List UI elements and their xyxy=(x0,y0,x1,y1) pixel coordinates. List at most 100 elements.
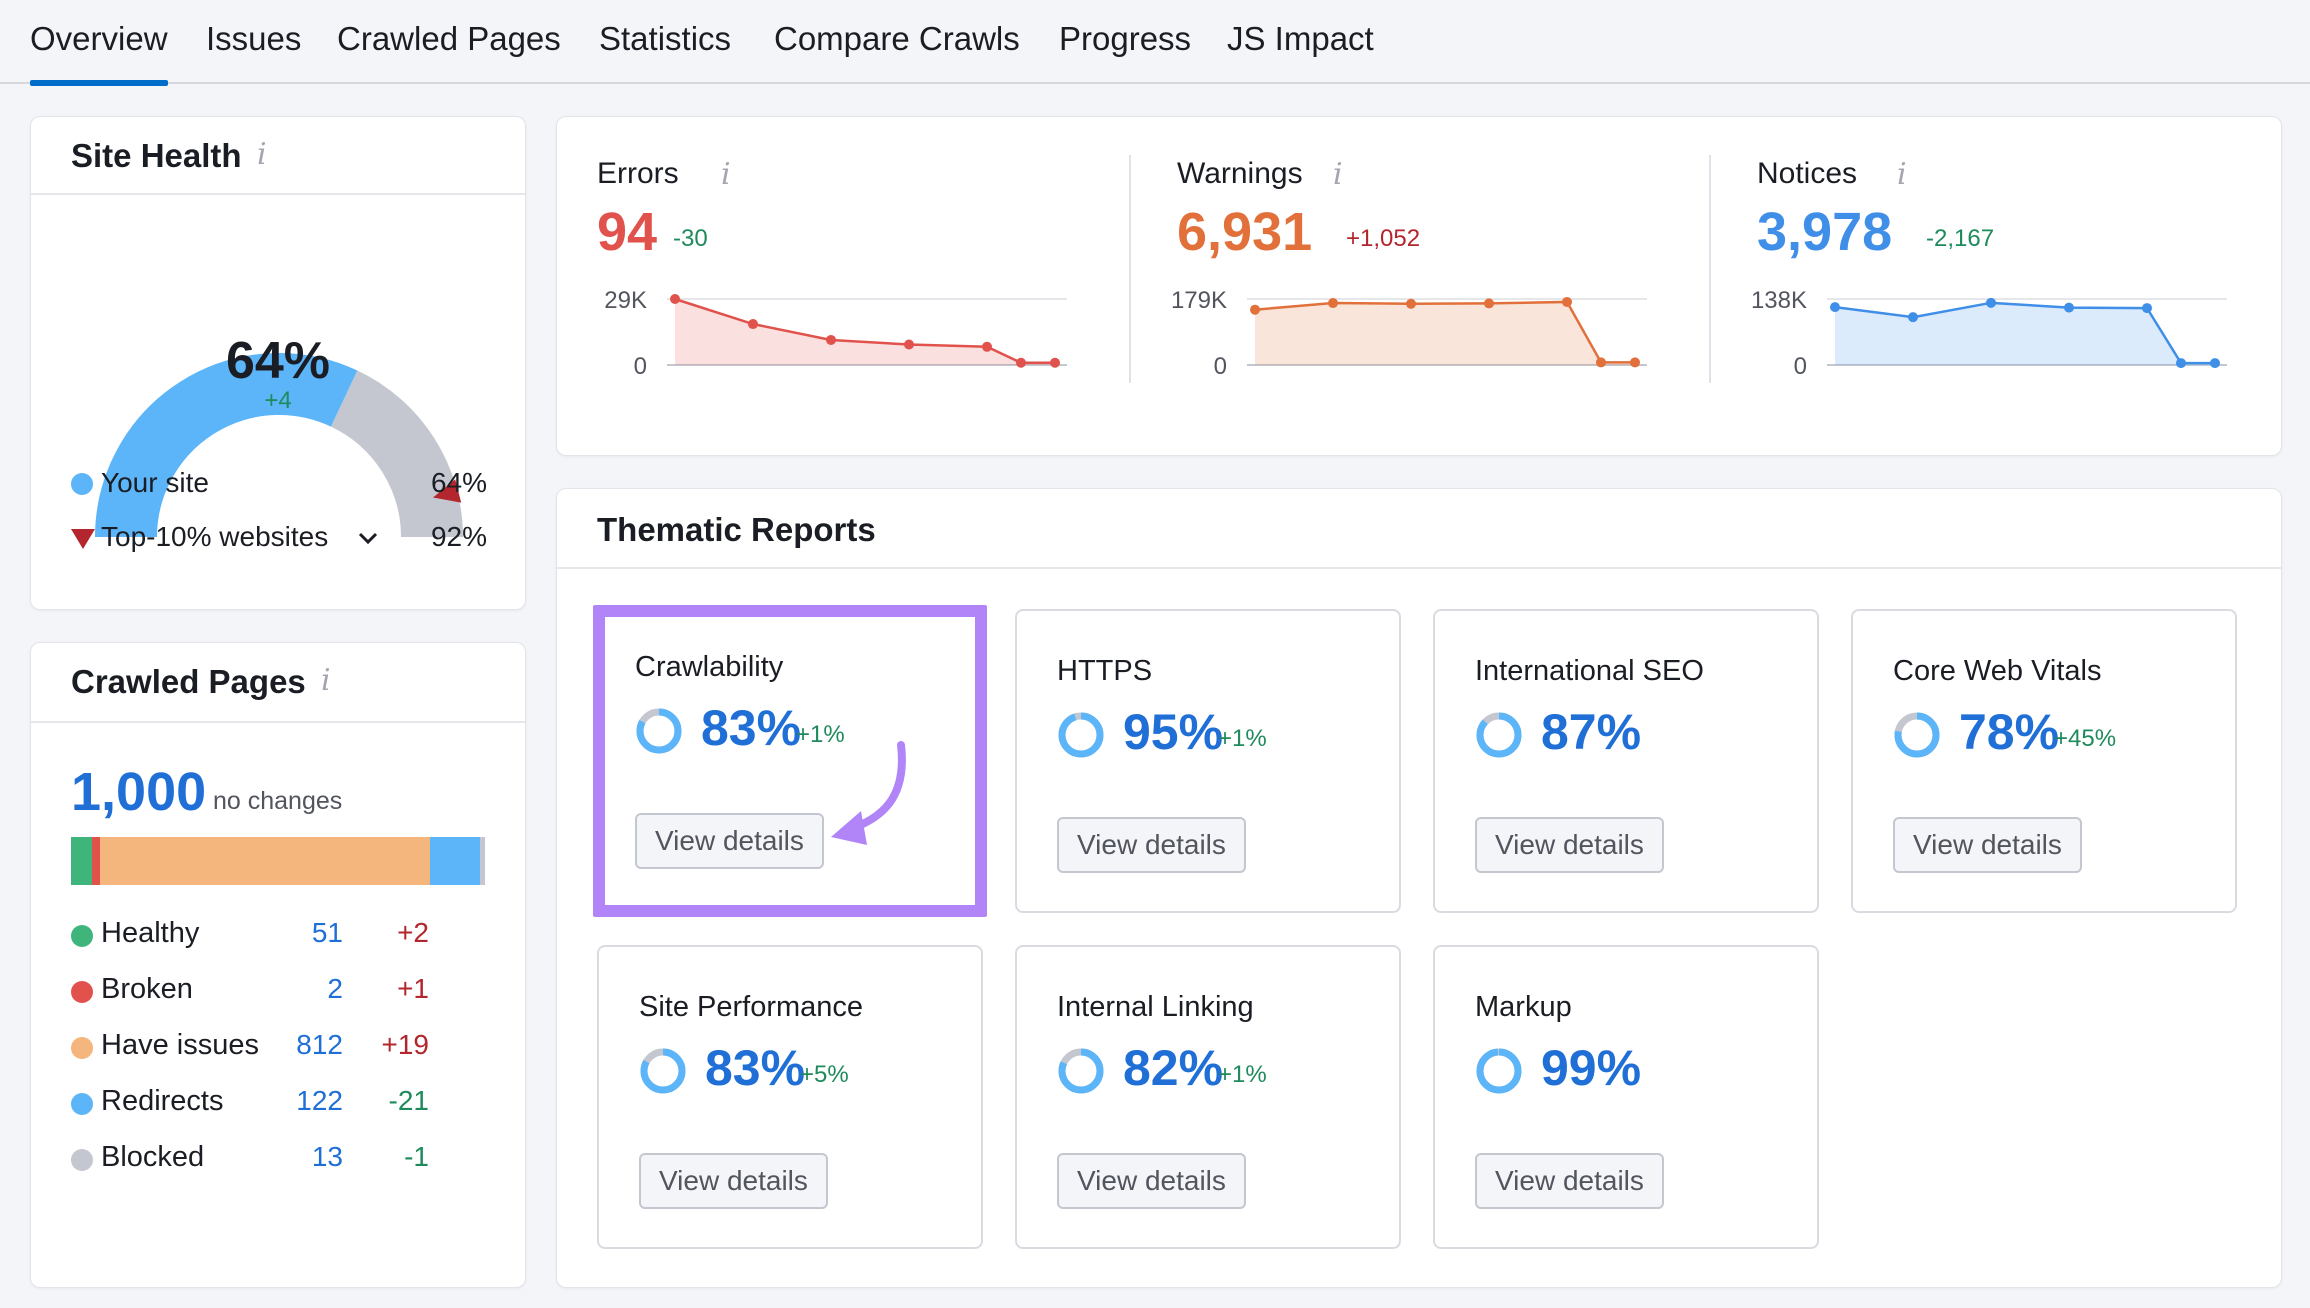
report-tile-core-web-vitals[interactable]: Core Web Vitals 78% +45% View details xyxy=(1851,609,2237,913)
info-icon[interactable]: i xyxy=(721,157,731,192)
divider xyxy=(557,567,2281,569)
errors-point[interactable] xyxy=(904,339,914,350)
bar-segment-broken[interactable] xyxy=(91,837,100,885)
errors-point[interactable] xyxy=(1016,357,1026,368)
legend-your-site-value: 64% xyxy=(430,467,487,498)
report-score: 95% xyxy=(1123,704,1224,760)
warnings-value[interactable]: 6,931 xyxy=(1177,202,1313,262)
notices-point[interactable] xyxy=(1986,297,1996,308)
warnings-point[interactable] xyxy=(1406,298,1416,309)
report-tile-markup[interactable]: Markup 99% View details xyxy=(1433,945,1819,1249)
info-icon[interactable]: i xyxy=(257,137,267,172)
view-details-button[interactable]: View details xyxy=(1893,817,2082,873)
tab-issues[interactable]: Issues xyxy=(206,20,302,57)
tab-crawled-pages[interactable]: Crawled Pages xyxy=(337,20,561,57)
info-icon[interactable]: i xyxy=(321,663,331,698)
notices-point[interactable] xyxy=(1830,302,1840,313)
notices-point[interactable] xyxy=(1908,312,1918,323)
blocked-delta: -1 xyxy=(404,1141,429,1172)
bar-segment-healthy[interactable] xyxy=(71,837,92,885)
errors-value[interactable]: 94 xyxy=(597,202,658,262)
crawled-pages-total[interactable]: 1,000 xyxy=(71,762,207,822)
score-ring-icon xyxy=(636,708,682,754)
broken-dot-icon xyxy=(71,981,93,1003)
chevron-down-icon[interactable] xyxy=(357,531,379,547)
legend-top10-label[interactable]: Top-10% websites xyxy=(101,521,329,552)
report-delta: +1% xyxy=(1218,725,1267,752)
warnings-point[interactable] xyxy=(1484,298,1494,309)
blocked-count[interactable]: 13 xyxy=(311,1141,343,1172)
redirects-count[interactable]: 122 xyxy=(296,1085,343,1116)
view-details-button[interactable]: View details xyxy=(1475,817,1664,873)
errors-y-top-label: 29K xyxy=(604,287,647,314)
gauge-score-arc xyxy=(95,353,358,538)
errors-point[interactable] xyxy=(748,319,758,330)
broken-label: Broken xyxy=(101,973,193,1005)
report-tile-international-seo[interactable]: International SEO 87% View details xyxy=(1433,609,1819,913)
redirects-label: Redirects xyxy=(101,1085,224,1117)
notices-point[interactable] xyxy=(2210,358,2220,369)
view-details-button[interactable]: View details xyxy=(1057,1153,1246,1209)
have-issues-dot-icon xyxy=(71,1037,93,1059)
view-details-button[interactable]: View details xyxy=(635,813,824,869)
notices-point[interactable] xyxy=(2142,303,2152,314)
warnings-y-top-label: 179K xyxy=(1170,287,1227,314)
bar-segment-have-issues[interactable] xyxy=(99,837,431,885)
your-site-dot-icon xyxy=(71,473,93,495)
tab-js-impact[interactable]: JS Impact xyxy=(1227,20,1374,57)
score-ring-icon xyxy=(1476,1048,1522,1094)
view-details-button[interactable]: View details xyxy=(1475,1153,1664,1209)
tab-overview[interactable]: Overview xyxy=(30,20,168,86)
notices-value[interactable]: 3,978 xyxy=(1757,202,1893,262)
tab-compare-crawls[interactable]: Compare Crawls xyxy=(774,20,1020,57)
view-details-button[interactable]: View details xyxy=(639,1153,828,1209)
bar-segment-blocked[interactable] xyxy=(479,837,485,885)
divider xyxy=(1129,155,1131,383)
report-tile-https[interactable]: HTTPS 95% +1% View details xyxy=(1015,609,1401,913)
warnings-point[interactable] xyxy=(1562,296,1572,307)
report-tile-site-performance[interactable]: Site Performance 83% +5% View details xyxy=(597,945,983,1249)
have-issues-count[interactable]: 812 xyxy=(296,1029,343,1060)
notices-area xyxy=(1835,302,2215,365)
warnings-point[interactable] xyxy=(1630,357,1640,368)
site-health-title: Site Health xyxy=(71,137,242,174)
warnings-point[interactable] xyxy=(1328,298,1338,309)
site-health-delta: +4 xyxy=(264,387,292,414)
score-ring-icon xyxy=(1058,712,1104,758)
bar-segment-redirects[interactable] xyxy=(430,837,480,885)
errors-label: Errors xyxy=(597,157,679,190)
errors-point[interactable] xyxy=(826,334,836,345)
notices-y-bottom-label: 0 xyxy=(1793,353,1807,380)
score-ring-icon xyxy=(1894,712,1940,758)
notices-point[interactable] xyxy=(2176,358,2186,369)
info-icon[interactable]: i xyxy=(1333,157,1343,192)
report-name: Internal Linking xyxy=(1057,991,1254,1023)
view-details-button[interactable]: View details xyxy=(1057,817,1246,873)
broken-count[interactable]: 2 xyxy=(327,973,343,1004)
notices-point[interactable] xyxy=(2064,302,2074,313)
report-name: Site Performance xyxy=(639,991,864,1023)
report-name: International SEO xyxy=(1475,655,1704,687)
report-delta: +1% xyxy=(1218,1061,1267,1088)
report-tile-internal-linking[interactable]: Internal Linking 82% +1% View details xyxy=(1015,945,1401,1249)
report-tile-crawlability[interactable]: Crawlability 83% +1% View details xyxy=(593,605,987,917)
errors-point[interactable] xyxy=(1050,357,1060,368)
notices-label: Notices xyxy=(1757,157,1858,190)
healthy-delta: +2 xyxy=(397,917,429,948)
score-ring-icon xyxy=(1476,712,1522,758)
warnings-point[interactable] xyxy=(1250,304,1260,315)
info-icon[interactable]: i xyxy=(1897,157,1907,192)
warnings-point[interactable] xyxy=(1596,357,1606,368)
tab-statistics[interactable]: Statistics xyxy=(599,20,732,57)
tab-progress[interactable]: Progress xyxy=(1059,20,1192,57)
warnings-label: Warnings xyxy=(1177,157,1303,190)
errors-point[interactable] xyxy=(670,294,680,304)
errors-point[interactable] xyxy=(982,341,992,352)
warnings-area xyxy=(1255,301,1635,365)
report-score: 82% xyxy=(1123,1040,1224,1096)
divider xyxy=(1709,155,1711,383)
report-score: 83% xyxy=(705,1040,806,1096)
site-health-card: Site Health i 64% +4 Your site 64% Top-1… xyxy=(30,116,526,610)
healthy-count[interactable]: 51 xyxy=(311,917,343,948)
blocked-label: Blocked xyxy=(101,1141,205,1173)
